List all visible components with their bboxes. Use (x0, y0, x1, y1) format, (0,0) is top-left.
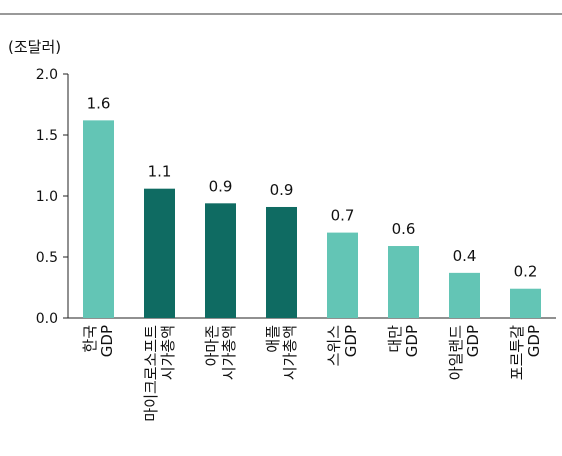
value-label: 0.4 (453, 247, 477, 265)
category-label: 대만 (386, 325, 404, 353)
category-label: GDP (464, 325, 482, 357)
category-label: GDP (403, 325, 421, 357)
category-label: 시가총액 (281, 325, 299, 380)
bars (83, 120, 541, 318)
y-tick-label: 2.0 (36, 67, 58, 83)
bar (510, 288, 541, 318)
bar (205, 203, 236, 318)
category-label: 아일랜드 (447, 325, 465, 380)
y-tick-label: 1.5 (36, 128, 58, 144)
y-tick-label: 0.5 (36, 250, 58, 266)
category-labels: 한국 GDP 마이크로소프트 시가총액 아마존 시가총액 애플 시가총액 스위스 GDP 대만 GDP… (81, 325, 543, 422)
value-label: 0.7 (331, 207, 355, 225)
bar (144, 188, 175, 318)
category-label: GDP (342, 325, 360, 357)
value-label: 1.6 (87, 94, 111, 112)
category-label: 마이크로소프트 (142, 325, 160, 422)
category-label: GDP (98, 325, 116, 357)
bar (449, 272, 480, 318)
category-label: 스위스 (325, 325, 343, 367)
value-label: 1.1 (148, 163, 172, 181)
y-ticks: 0.0 0.5 1.0 1.5 2.0 (36, 67, 68, 327)
category-label: 시가총액 (159, 325, 177, 380)
value-label: 0.2 (514, 263, 538, 281)
category-label: 한국 (81, 325, 99, 353)
category-label: 아마존 (203, 325, 221, 367)
bar (83, 120, 114, 318)
bar (266, 206, 297, 318)
category-label: 애플 (264, 325, 282, 353)
category-label: GDP (525, 325, 543, 357)
category-label: 시가총액 (220, 325, 238, 380)
category-label: 포르투갈 (508, 325, 526, 380)
value-label: 0.6 (392, 220, 416, 238)
y-tick-label: 0.0 (36, 311, 58, 327)
value-label: 0.9 (270, 181, 294, 199)
bar (327, 232, 358, 318)
value-label: 0.9 (209, 177, 233, 195)
unit-label: (조달러) (8, 38, 61, 56)
y-tick-label: 1.0 (36, 189, 58, 205)
axes (67, 74, 556, 319)
bar (388, 246, 419, 318)
value-labels: 1.6 1.1 0.9 0.9 0.7 0.6 0.4 0.2 (87, 94, 538, 280)
